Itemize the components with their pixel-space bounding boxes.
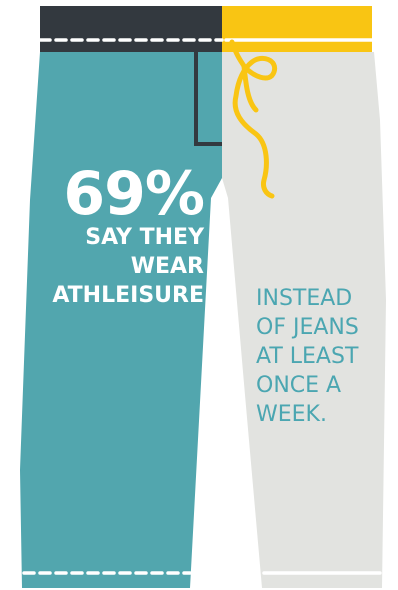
pocket-seam [194, 52, 222, 146]
drawstring-end-icon [241, 63, 259, 113]
stat-value: 69% [63, 159, 205, 229]
subtext-line2: OF JEANS [256, 315, 359, 340]
jeans-leg [20, 52, 222, 588]
subtext-line1: INSTEAD [256, 286, 353, 311]
jeans-waistband [40, 6, 222, 52]
stat-label-line2: WEAR [130, 254, 204, 279]
sweatpants-waistband [222, 6, 372, 52]
subtext-line5: WEEK. [256, 402, 327, 427]
subtext-line4: ONCE A [256, 373, 342, 398]
stat-label-line3: ATHLEISURE [52, 283, 204, 308]
subtext-line3: AT LEAST [256, 344, 359, 369]
stat-label-line1: SAY THEY [85, 225, 204, 250]
